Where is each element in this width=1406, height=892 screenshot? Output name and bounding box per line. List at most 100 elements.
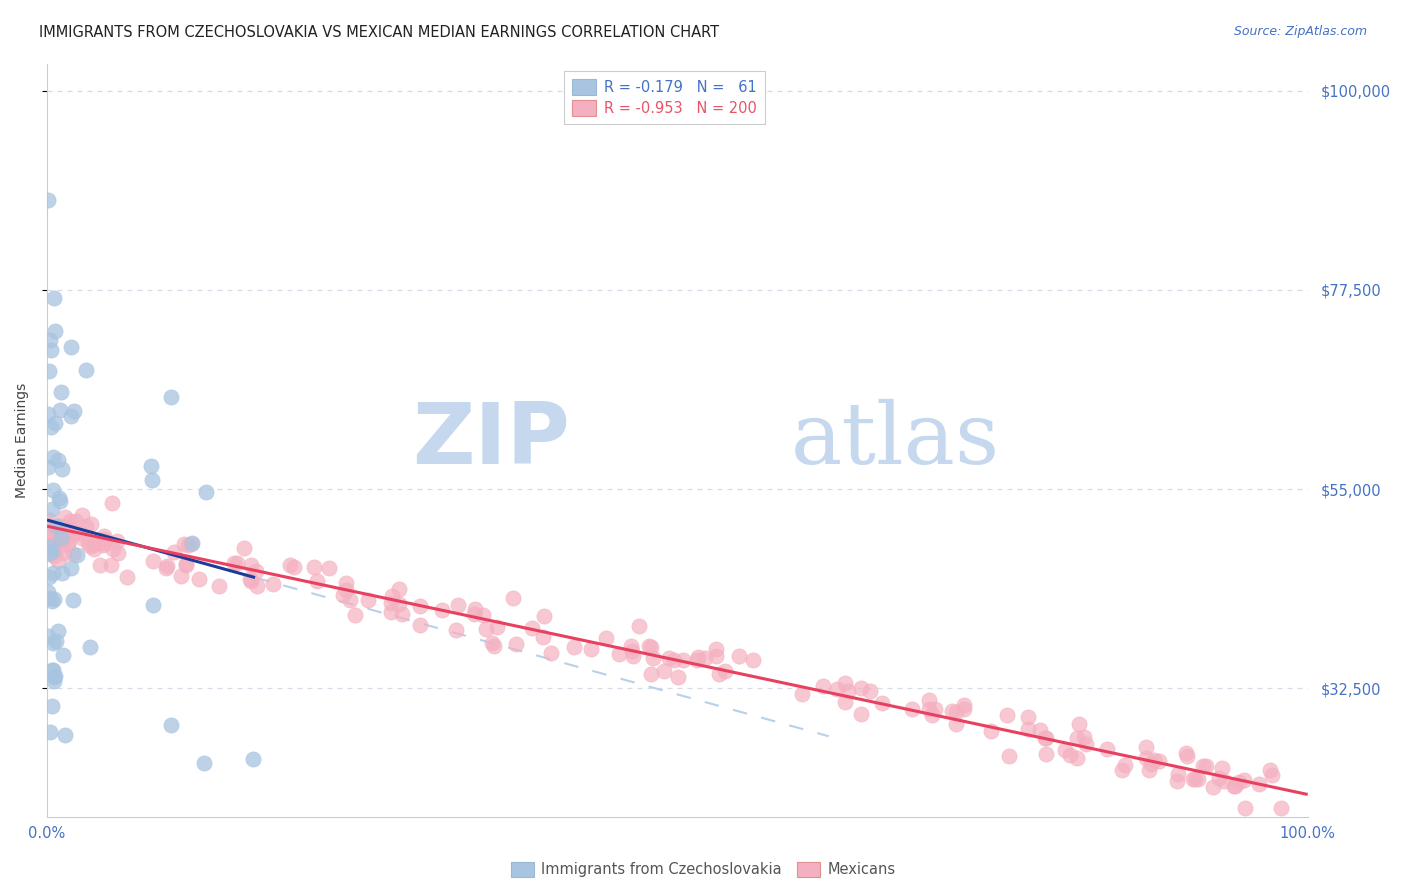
Point xyxy=(225,556,247,570)
Point xyxy=(42,483,65,498)
Point xyxy=(1028,723,1050,737)
Point xyxy=(63,404,86,418)
Point xyxy=(579,642,602,657)
Point xyxy=(278,558,301,572)
Point xyxy=(945,705,967,719)
Point xyxy=(621,649,644,664)
Y-axis label: Median Earnings: Median Earnings xyxy=(15,383,30,498)
Point xyxy=(51,462,73,476)
Point xyxy=(195,484,218,499)
Point xyxy=(1223,779,1246,793)
Point xyxy=(60,523,83,537)
Point xyxy=(980,723,1002,738)
Point xyxy=(658,651,681,665)
Point xyxy=(107,546,129,560)
Point xyxy=(142,554,165,568)
Point xyxy=(742,653,765,667)
Point xyxy=(447,599,470,613)
Point xyxy=(672,653,695,667)
Point xyxy=(1166,774,1188,789)
Point xyxy=(952,702,974,716)
Point xyxy=(941,704,963,718)
Point xyxy=(595,631,617,645)
Point xyxy=(38,517,60,532)
Point xyxy=(1174,747,1197,761)
Point xyxy=(693,651,716,665)
Point xyxy=(49,403,72,417)
Point xyxy=(44,537,66,551)
Point xyxy=(640,640,662,654)
Point xyxy=(464,602,486,616)
Point xyxy=(48,540,70,554)
Point xyxy=(96,536,118,550)
Point xyxy=(245,564,267,578)
Point xyxy=(1066,751,1088,765)
Point xyxy=(37,194,59,208)
Point xyxy=(474,622,496,636)
Point xyxy=(1213,774,1236,789)
Point xyxy=(409,599,432,613)
Point xyxy=(620,640,643,654)
Point xyxy=(262,577,284,591)
Point xyxy=(391,607,413,621)
Point xyxy=(531,630,554,644)
Point xyxy=(704,649,727,664)
Point xyxy=(37,407,59,421)
Point xyxy=(339,592,361,607)
Point xyxy=(46,527,69,541)
Point xyxy=(1137,763,1160,777)
Point xyxy=(1249,776,1271,790)
Point xyxy=(65,514,87,528)
Point xyxy=(482,639,505,653)
Point xyxy=(380,606,402,620)
Point xyxy=(80,517,103,532)
Point xyxy=(46,624,69,639)
Point xyxy=(1033,731,1056,745)
Point xyxy=(239,572,262,586)
Point xyxy=(1175,748,1198,763)
Point xyxy=(621,644,644,658)
Point xyxy=(1067,717,1090,731)
Point xyxy=(69,525,91,540)
Point xyxy=(834,675,856,690)
Point xyxy=(42,450,65,464)
Point xyxy=(42,566,65,581)
Point xyxy=(46,453,69,467)
Point xyxy=(58,524,80,539)
Point xyxy=(60,528,83,542)
Point xyxy=(870,697,893,711)
Point xyxy=(662,652,685,666)
Point xyxy=(75,519,97,533)
Point xyxy=(924,702,946,716)
Point xyxy=(901,701,924,715)
Point xyxy=(42,670,65,684)
Point xyxy=(1270,801,1292,815)
Point xyxy=(995,707,1018,722)
Point xyxy=(1182,772,1205,786)
Point xyxy=(79,640,101,654)
Point xyxy=(42,673,65,688)
Point xyxy=(1233,772,1256,787)
Point xyxy=(307,574,329,588)
Point xyxy=(945,717,967,731)
Point xyxy=(502,591,524,605)
Point xyxy=(38,364,60,378)
Point xyxy=(921,708,943,723)
Point xyxy=(240,574,263,588)
Point xyxy=(90,535,112,549)
Point xyxy=(41,343,63,357)
Point xyxy=(666,670,689,684)
Point xyxy=(1017,710,1039,724)
Point xyxy=(792,687,814,701)
Point xyxy=(641,651,664,665)
Point xyxy=(45,533,67,547)
Point xyxy=(520,622,543,636)
Point xyxy=(208,579,231,593)
Point xyxy=(283,560,305,574)
Point xyxy=(56,536,79,550)
Point xyxy=(41,594,63,608)
Point xyxy=(72,531,94,545)
Point xyxy=(1208,771,1230,785)
Point xyxy=(1066,731,1088,745)
Point xyxy=(335,582,357,597)
